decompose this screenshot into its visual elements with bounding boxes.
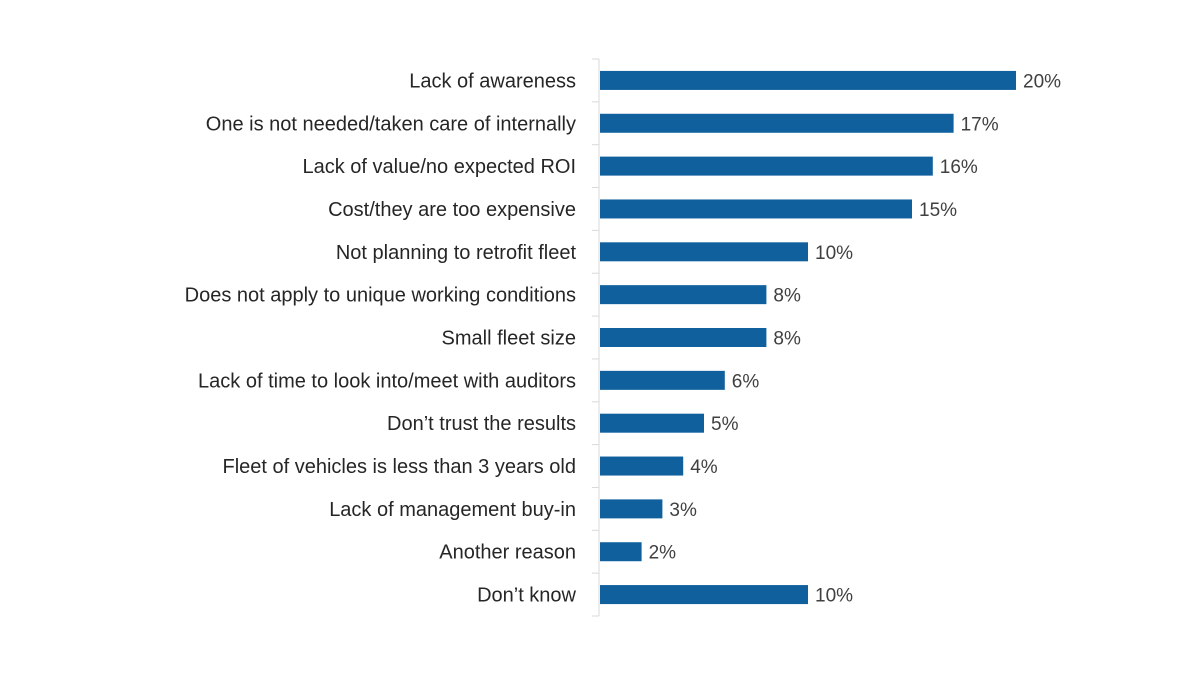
category-label: Don’t trust the results [387, 413, 576, 435]
bar [600, 199, 912, 219]
category-label: Lack of time to look into/meet with audi… [198, 370, 576, 392]
data-label: 10% [815, 243, 853, 264]
bar [600, 113, 954, 133]
bar [600, 370, 725, 390]
data-label: 15% [919, 200, 957, 221]
category-label: Don’t know [477, 585, 576, 607]
bar [600, 499, 663, 519]
data-label: 17% [961, 114, 999, 135]
category-label: Not planning to retrofit fleet [336, 242, 577, 264]
data-label: 4% [690, 457, 718, 478]
bar [600, 156, 933, 176]
bar [600, 285, 767, 305]
data-label: 6% [732, 371, 760, 392]
data-label: 20% [1023, 71, 1061, 92]
category-label: Lack of awareness [409, 70, 576, 92]
category-label: Cost/they are too expensive [328, 199, 576, 221]
bar [600, 413, 704, 433]
bar [600, 242, 808, 262]
data-label: 3% [669, 500, 697, 521]
category-label: Another reason [439, 542, 576, 564]
data-label: 8% [773, 286, 801, 307]
category-label: Lack of management buy-in [329, 499, 576, 521]
bar [600, 542, 642, 562]
category-label: Does not apply to unique working conditi… [185, 285, 576, 307]
data-label: 10% [815, 586, 853, 607]
bar [600, 456, 684, 476]
bar [600, 70, 1016, 90]
bar [600, 328, 767, 347]
data-label: 2% [649, 543, 677, 564]
data-label: 5% [711, 414, 739, 435]
bar [600, 585, 808, 605]
category-label: One is not needed/taken care of internal… [206, 113, 576, 135]
data-label: 8% [773, 329, 801, 350]
category-label: Lack of value/no expected ROI [303, 156, 577, 178]
category-label: Fleet of vehicles is less than 3 years o… [222, 456, 576, 478]
data-label: 16% [940, 157, 978, 178]
category-label: Small fleet size [442, 328, 577, 350]
